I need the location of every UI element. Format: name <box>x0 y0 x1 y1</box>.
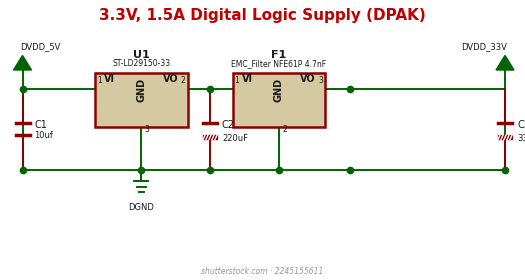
Text: GND: GND <box>274 78 284 102</box>
Text: EMC_Filter NFE61P 4.7nF: EMC_Filter NFE61P 4.7nF <box>231 59 327 68</box>
Bar <box>233 73 325 127</box>
Bar <box>498 135 512 139</box>
Text: VI: VI <box>242 74 253 84</box>
Bar <box>203 135 217 139</box>
Polygon shape <box>496 55 514 70</box>
Text: 1: 1 <box>97 76 102 85</box>
Text: 220uF: 220uF <box>222 134 248 143</box>
Text: 1: 1 <box>235 76 239 85</box>
Text: U1: U1 <box>133 50 150 60</box>
Text: 3.3V, 1.5A Digital Logic Supply (DPAK): 3.3V, 1.5A Digital Logic Supply (DPAK) <box>99 8 426 23</box>
Text: VO: VO <box>163 74 178 84</box>
Text: 2: 2 <box>282 125 287 134</box>
Text: VO: VO <box>300 74 316 84</box>
Text: shutterstock.com · 2245155611: shutterstock.com · 2245155611 <box>201 267 324 276</box>
Text: C2: C2 <box>222 120 235 130</box>
Text: VI: VI <box>104 74 115 84</box>
Text: 3: 3 <box>145 125 150 134</box>
Text: F1: F1 <box>271 50 286 60</box>
Text: C1: C1 <box>35 120 47 130</box>
Bar <box>95 73 187 127</box>
Text: DVDD_5V: DVDD_5V <box>20 42 60 51</box>
Polygon shape <box>14 55 32 70</box>
Text: GND: GND <box>136 78 146 102</box>
Text: DVDD_33V: DVDD_33V <box>461 42 508 51</box>
Text: DGND: DGND <box>128 203 154 212</box>
Text: C3: C3 <box>517 120 525 130</box>
Text: ST-LD29150-33: ST-LD29150-33 <box>112 59 170 68</box>
Text: 33uF: 33uF <box>517 134 525 143</box>
Text: 10uf: 10uf <box>35 131 54 140</box>
Text: 3: 3 <box>318 76 323 85</box>
Text: 2: 2 <box>181 76 185 85</box>
